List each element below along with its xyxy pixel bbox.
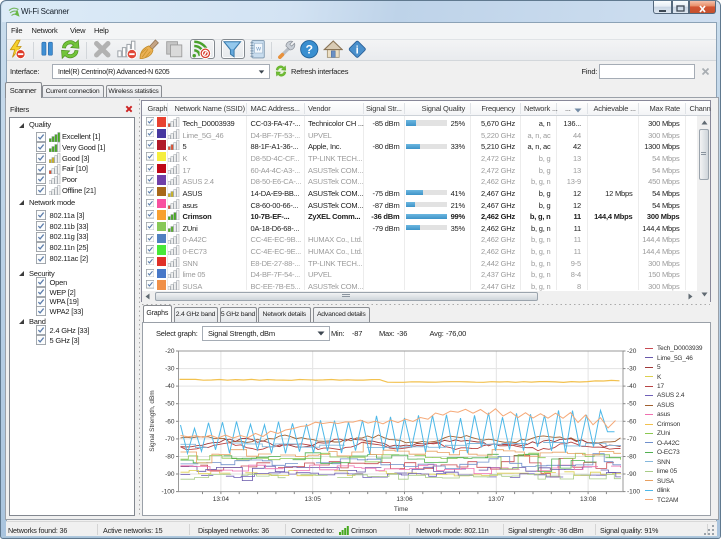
- svg-text:13:04: 13:04: [213, 496, 230, 503]
- svg-text:w: w: [255, 45, 261, 52]
- svg-text:-70: -70: [165, 436, 175, 443]
- svg-text:-100: -100: [627, 489, 640, 496]
- svg-text:-20: -20: [627, 348, 637, 355]
- svg-text:13:08: 13:08: [580, 496, 597, 503]
- svg-text:-30: -30: [165, 366, 175, 373]
- svg-text:-40: -40: [165, 383, 175, 390]
- svg-text:-30: -30: [627, 366, 637, 373]
- svg-text:-60: -60: [627, 418, 637, 425]
- svg-text:Signal Strength, dBm: Signal Strength, dBm: [149, 390, 156, 451]
- svg-text:i: i: [355, 44, 358, 56]
- svg-text:-60: -60: [165, 418, 175, 425]
- svg-text:-80: -80: [165, 454, 175, 461]
- svg-text:?: ?: [305, 42, 313, 56]
- svg-text:13:07: 13:07: [488, 496, 505, 503]
- svg-text:-40: -40: [627, 383, 637, 390]
- svg-text:-90: -90: [627, 471, 637, 478]
- svg-text:-90: -90: [165, 471, 175, 478]
- svg-text:-50: -50: [165, 401, 175, 408]
- svg-text:13:05: 13:05: [305, 496, 322, 503]
- svg-text:-100: -100: [161, 489, 174, 496]
- svg-text:-20: -20: [165, 348, 175, 355]
- svg-text:-80: -80: [627, 454, 637, 461]
- svg-text:Time: Time: [394, 506, 409, 513]
- svg-text:-50: -50: [627, 401, 637, 408]
- svg-text:-70: -70: [627, 436, 637, 443]
- svg-text:13:06: 13:06: [396, 496, 413, 503]
